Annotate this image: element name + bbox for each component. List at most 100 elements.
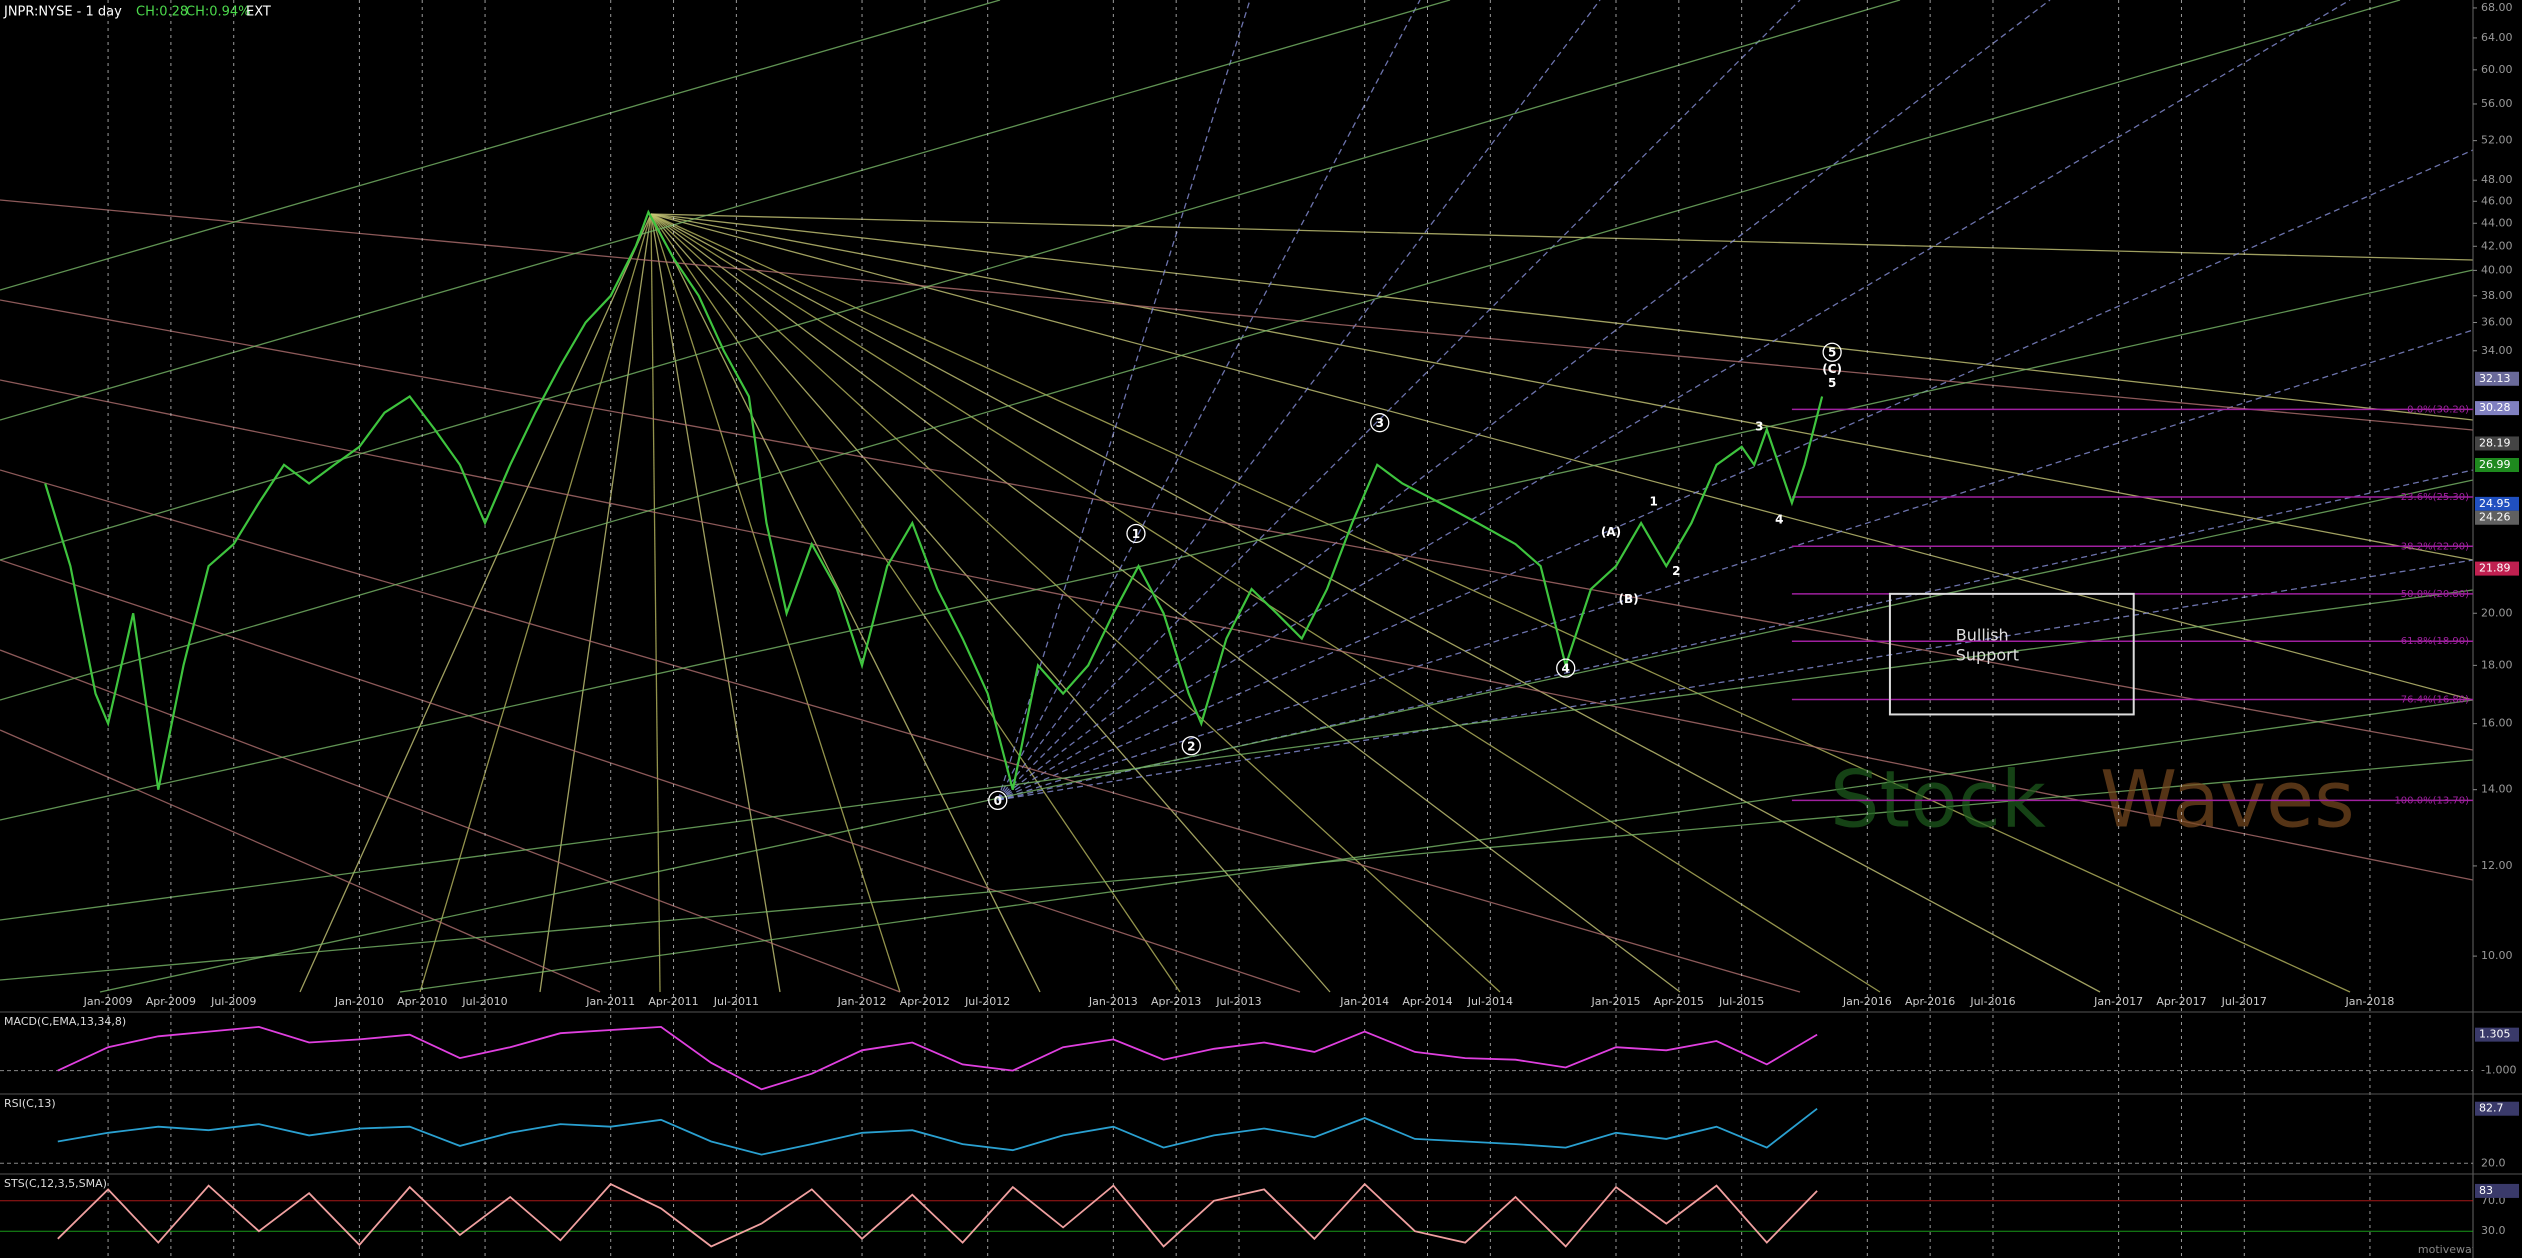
trend-line [650,213,1681,993]
x-tick-label: Jan-2018 [2344,995,2394,1008]
x-tick-label: Jul-2014 [1467,995,1513,1008]
trend-line [0,589,2474,921]
price-tag [2475,401,2519,416]
trend-line [997,0,2051,801]
trend-line [0,469,1801,993]
wave-circle [988,790,1008,811]
wave-circle [1556,658,1576,678]
y-tick-label: 44.00 [2481,216,2513,229]
x-tick-label: Apr-2010 [397,995,447,1008]
y-tick-label: 18.00 [2481,658,2513,671]
wave-label: 5 [1828,376,1836,390]
y-tick-label: 38.00 [2481,289,2513,302]
trend-line [650,213,1501,993]
x-tick-label: Jan-2013 [1088,995,1138,1008]
x-tick-label: Jan-2017 [2093,995,2143,1008]
trend-line [650,213,2474,701]
trend-line [399,699,2474,993]
trend-line [650,213,781,993]
x-tick-label: Jul-2012 [964,995,1010,1008]
y-tick-label: 42.00 [2481,239,2513,252]
x-tick-label: Apr-2017 [2156,995,2206,1008]
wave-label: 4 [1562,662,1570,676]
panel-title: STS(C,12,3,5,SMA) [4,1177,107,1190]
x-tick-label: Jul-2013 [1215,995,1261,1008]
wave-circle [1822,342,1842,362]
x-tick-label: Jan-2012 [837,995,887,1008]
trend-line [0,759,2474,981]
value-tag [2475,1027,2519,1042]
wave-label: 1 [1132,527,1140,541]
support-box [1888,592,2135,716]
trend-line [0,0,1451,421]
y-tick-label: 64.00 [2481,31,2513,44]
trend-line [650,213,901,993]
trend-line [997,329,2474,801]
x-tick-label: Jan-2009 [83,995,133,1008]
wave-circle [1181,736,1201,756]
price-tag [2475,457,2519,472]
box-label: Support [1956,645,2019,664]
x-tick-label: Apr-2011 [648,995,698,1008]
x-tick-label: Jul-2017 [2221,995,2267,1008]
y-tick-label: 12.00 [2481,859,2513,872]
x-tick-label: Apr-2013 [1151,995,1201,1008]
trend-line [0,0,1901,561]
fib-label: 38.2%(22.90) [2401,541,2469,552]
y-tick-label: 30.0 [2481,1224,2506,1237]
series-line [57,1182,1818,1248]
x-tick-label: Apr-2016 [1905,995,1955,1008]
value-tag [2475,1183,2519,1198]
value-tag-label: 83 [2479,1184,2493,1197]
trend-line [0,649,901,993]
y-tick-label: 10.00 [2481,949,2513,962]
trend-line [299,213,652,993]
trend-line [650,213,2474,261]
trend-line [650,213,2351,993]
value-tag-label: 82.7 [2479,1102,2504,1115]
price-tag [2475,496,2519,511]
trend-line [650,213,2474,561]
fib-label: 76.4%(16.80) [2401,694,2469,705]
x-tick-label: Apr-2014 [1402,995,1452,1008]
x-tick-label: Jan-2010 [334,995,384,1008]
wave-circle [1126,523,1146,544]
x-tick-label: Jan-2011 [585,995,635,1008]
panel-title: MACD(C,EMA,13,34,8) [4,1015,126,1028]
box-label: Bullish [1956,625,2009,644]
trend-line [997,0,1801,801]
y-tick-label: 40.00 [2481,263,2513,276]
trend-line [419,213,652,993]
chart-title: JNPR:NYSE - 1 day [3,5,122,20]
series-line [44,209,1824,790]
y-tick-label: -1.000 [2481,1064,2516,1077]
trend-line [0,0,1001,291]
panel-title: RSI(C,13) [4,1097,56,1110]
price-tag [2475,436,2519,451]
y-tick-label: 14.00 [2481,783,2513,796]
price-tag [2475,371,2519,386]
value-tag [2475,1101,2519,1116]
trend-line [997,0,1601,801]
x-tick-label: Jul-2010 [461,995,507,1008]
axis-panel [2473,0,2522,1258]
trend-line [0,559,1301,993]
trend-line [650,213,2101,993]
wave-label: 2 [1672,564,1680,578]
change: CH:0.28 [136,5,188,20]
price-tag-label: 30.28 [2479,401,2511,414]
fib-label: 0.0%(30.20) [2407,404,2469,415]
price-tag-label: 32.13 [2479,372,2511,385]
y-tick-label: 20.0 [2481,1156,2506,1169]
trend-line [997,0,1421,801]
trend-line [0,199,2474,431]
trend-line [99,479,2474,993]
wave-label: 4 [1775,512,1783,526]
x-tick-label: Apr-2012 [900,995,950,1008]
y-tick-label: 52.00 [2481,134,2513,147]
wave-label: 5 [1828,346,1836,360]
y-tick-label: 20.00 [2481,606,2513,619]
x-tick-label: Jul-2011 [713,995,759,1008]
y-tick-label: 46.00 [2481,194,2513,207]
